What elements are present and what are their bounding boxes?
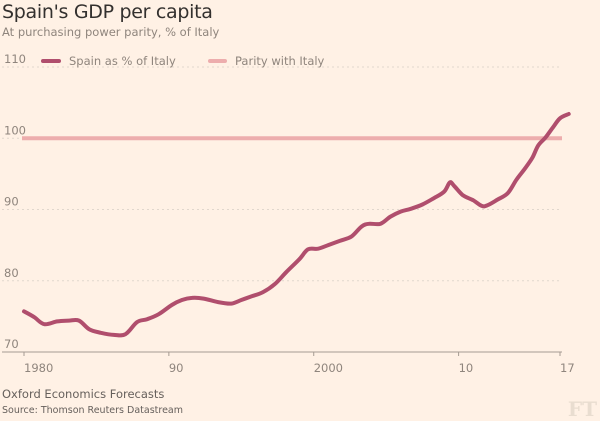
- y-tick-label: 90: [4, 195, 19, 209]
- source-note: Source: Thomson Reuters Datastream: [2, 405, 184, 416]
- y-tick-label: 80: [4, 266, 19, 280]
- series-line-spain: [22, 112, 571, 338]
- x-tick-label: 10: [459, 361, 474, 375]
- ft-logo: FT: [567, 397, 597, 421]
- gridlines: [2, 66, 562, 282]
- chart-subtitle: At purchasing power parity, % of Italy: [2, 25, 220, 39]
- forecast-note: Oxford Economics Forecasts: [2, 387, 165, 401]
- x-tick-label: 90: [169, 361, 184, 375]
- x-tick-label: 17: [560, 361, 575, 375]
- y-tick-label: 100: [4, 123, 26, 137]
- chart-title: Spain's GDP per capita: [2, 1, 213, 23]
- legend: Spain as % of Italy Parity with Italy: [41, 54, 325, 68]
- y-tick-label: 70: [4, 337, 19, 351]
- y-tick-label: 110: [4, 52, 26, 66]
- legend-label-parity: Parity with Italy: [235, 54, 325, 68]
- x-axis-ticks: 1980 90 2000 10 17: [23, 352, 575, 375]
- x-tick-label: 2000: [314, 361, 343, 375]
- x-tick-label: 1980: [24, 361, 53, 375]
- legend-label-spain: Spain as % of Italy: [69, 54, 176, 68]
- series-group: [22, 112, 571, 338]
- y-axis-labels: 70 80 90 100 110: [4, 52, 26, 351]
